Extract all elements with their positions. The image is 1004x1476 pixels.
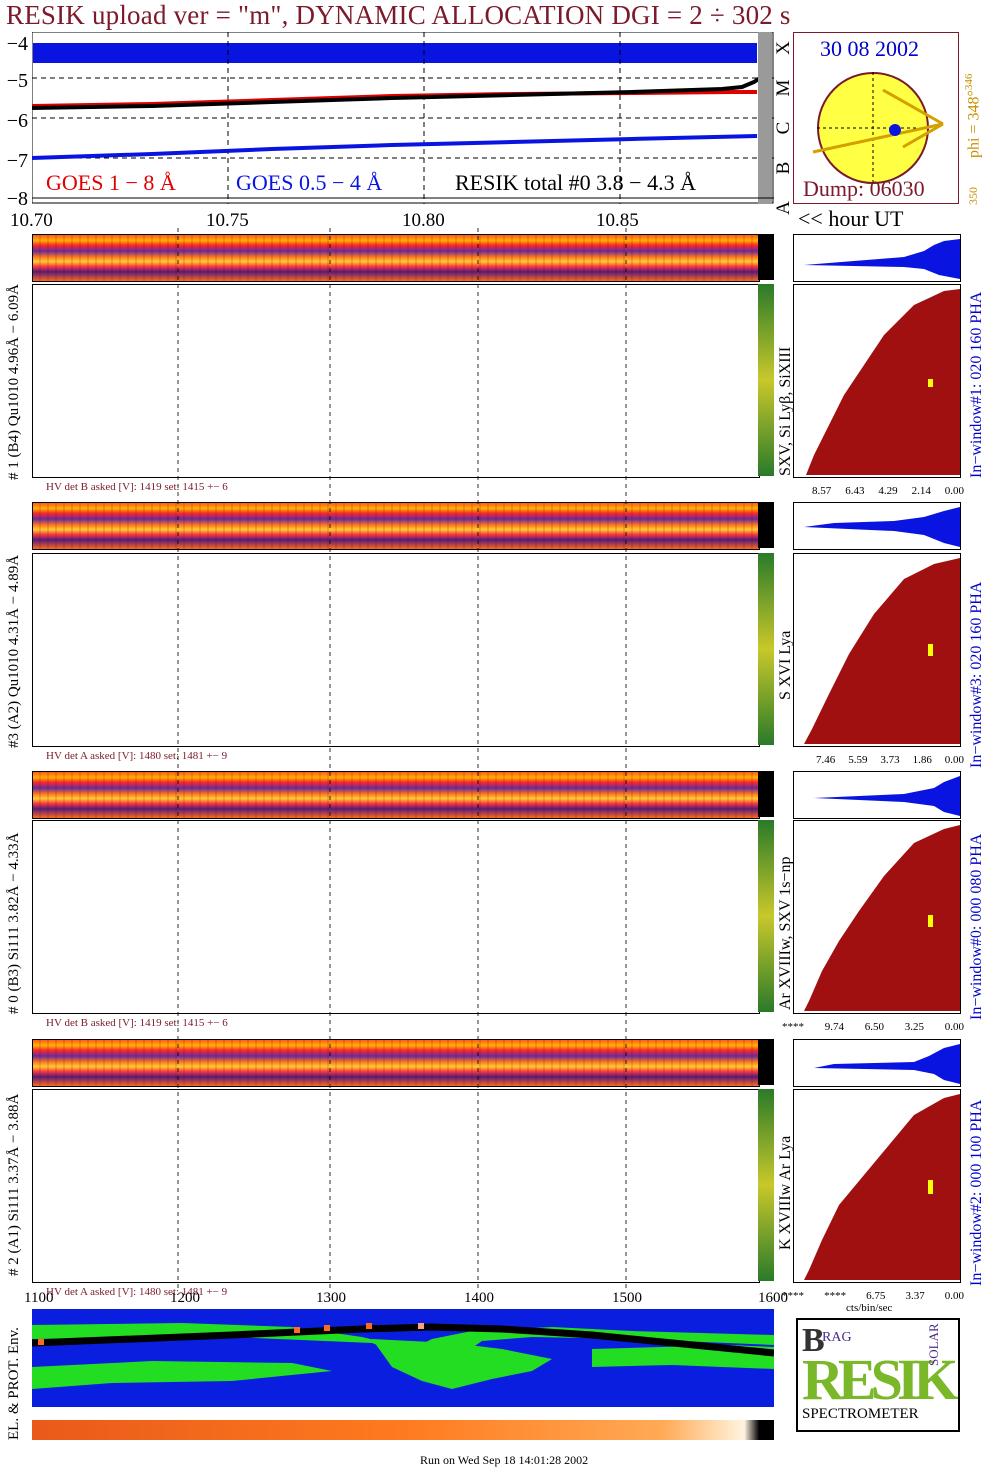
- ch3-side-label: #3 (A2) Qu1010 4.31Å − 4.89Å: [6, 554, 22, 748]
- ch1-spectrogram: [32, 284, 760, 478]
- environment-map: [32, 1309, 774, 1407]
- ch0-spec-strip: [758, 820, 774, 1012]
- ch3-lightcurve-band: [32, 502, 760, 550]
- ch1-window-label: In−window#1: 020 160 PHA: [968, 291, 985, 478]
- ch2-pha-hist: [793, 1089, 961, 1283]
- ch0-spectrogram: [32, 820, 760, 1014]
- page-title: RESIK upload ver = "m", DYNAMIC ALLOCATI…: [6, 0, 791, 30]
- y-tick: −4: [6, 33, 28, 55]
- ch2-spec-strip: [758, 1089, 774, 1281]
- ch0-window-label: In−window#0: 000 080 PHA: [968, 833, 985, 1020]
- y-tick: −7: [6, 150, 28, 172]
- y-tick: −5: [6, 70, 28, 92]
- x-tick: 10.85: [596, 210, 639, 231]
- goes-0.5-4-curve: [31, 134, 758, 160]
- ch1-side-label: # 1 (B4) Qu1010 4.96Å − 6.09Å: [6, 284, 22, 480]
- x-tick: 10.75: [206, 210, 249, 231]
- saturation-bar: [758, 32, 772, 204]
- ch2-lightcurve-band: [32, 1039, 760, 1087]
- ch2-pha-hist-small: [793, 1039, 961, 1087]
- ch2-window-label: In−window#2: 000 100 PHA: [968, 1099, 985, 1286]
- env-label: EL. & PROT. Env.: [6, 1327, 22, 1440]
- resik-total-curve: [31, 76, 762, 110]
- y-tick: −8: [6, 188, 28, 210]
- bin-tick: 1500: [612, 1290, 642, 1306]
- ch3-spec-strip: [758, 553, 774, 745]
- y-tick: −6: [6, 110, 28, 132]
- x-tick: 10.80: [402, 210, 445, 231]
- ch3-window-label: In−window#3: 020 160 PHA: [968, 581, 985, 768]
- phi-range: 350: [966, 187, 980, 205]
- goes-saturation-band: [33, 43, 757, 63]
- ch3-pha-hist: [793, 553, 961, 747]
- ch2-spectrogram: [32, 1089, 760, 1283]
- ch0-band-marker: [758, 771, 774, 817]
- ch1-count-scale: 8.57 6.43 4.29 2.14 0.00: [812, 485, 964, 497]
- satellite-position: [889, 124, 901, 136]
- ch1-pha-hist: [793, 284, 961, 478]
- ch0-pha-hist-small: [793, 771, 961, 819]
- run-timestamp: Run on Wed Sep 18 14:01:28 2002: [420, 1453, 589, 1467]
- ch0-pha-hist: [793, 820, 961, 1014]
- observation-date: 30 08 2002: [820, 36, 919, 61]
- resik-logo: B RAG RESIK SOLAR SPECTROMETER: [796, 1318, 960, 1432]
- x-axis-unit: << hour UT: [798, 206, 904, 231]
- ch3-pha-hist-small: [793, 502, 961, 550]
- bin-gridlines: [177, 228, 627, 1288]
- legend-resik-total: RESIK total #0 3.8 − 4.3 Å: [455, 170, 696, 195]
- bin-tick: 1400: [464, 1290, 494, 1306]
- ch1-spec-strip: [758, 284, 774, 476]
- ch2-side-label: # 2 (A1) Si111 3.37Å − 3.88Å: [6, 1093, 22, 1276]
- ch2-hv-readout: HV det A asked [V]: 1480 set: 1481 +− 9: [46, 1286, 228, 1298]
- ch2-count-scale: **** **** 6.75 3.37 0.00: [782, 1290, 964, 1302]
- ch3-hv-readout: HV det A asked [V]: 1480 set: 1481 +− 9: [46, 750, 228, 762]
- sun-position-panel: [793, 32, 959, 204]
- ch0-side-label: # 0 (B3) Si111 3.82Å − 4.33Å: [6, 832, 22, 1014]
- ch3-spectrogram: [32, 553, 760, 747]
- bin-tick: 1200: [170, 1290, 200, 1306]
- goes-class-axis: X M C B A: [773, 41, 794, 215]
- environment-strip: [32, 1420, 774, 1440]
- dump-number: Dump: 06030: [803, 176, 925, 201]
- lightcurve-plot: [31, 31, 774, 204]
- lightcurve-panel: [31, 31, 774, 204]
- legend-goes-0.5-4: GOES 0.5 − 4 Å: [236, 170, 383, 195]
- x-tick: 10.70: [10, 210, 53, 231]
- orbit-arrow: [812, 122, 944, 154]
- ch1-band-marker: [758, 234, 774, 280]
- bin-tick: 1100: [24, 1290, 54, 1306]
- ch1-lightcurve-band: [32, 234, 760, 282]
- ch3-band-marker: [758, 502, 774, 548]
- phi-angle: phi = 348°346: [963, 73, 983, 158]
- ch2-band-marker: [758, 1039, 774, 1085]
- ch0-lightcurve-band: [32, 771, 760, 819]
- ch0-hv-readout: HV det B asked [V]: 1419 set: 1415 +− 6: [46, 1017, 228, 1029]
- legend-goes-1-8: GOES 1 − 8 Å: [46, 170, 176, 195]
- ch3-count-scale: 7.46 5.59 3.73 1.86 0.00: [816, 754, 964, 766]
- ch1-hv-readout: HV det B asked [V]: 1419 set: 1415 +− 6: [46, 481, 228, 493]
- bin-tick: 1300: [316, 1290, 346, 1306]
- ch0-count-scale: **** 9.74 6.50 3.25 0.00: [782, 1021, 964, 1033]
- ch1-pha-hist-small: [793, 234, 961, 282]
- bin-tick: 1600: [758, 1290, 788, 1306]
- scale-unit: cts/bin/sec: [846, 1302, 893, 1314]
